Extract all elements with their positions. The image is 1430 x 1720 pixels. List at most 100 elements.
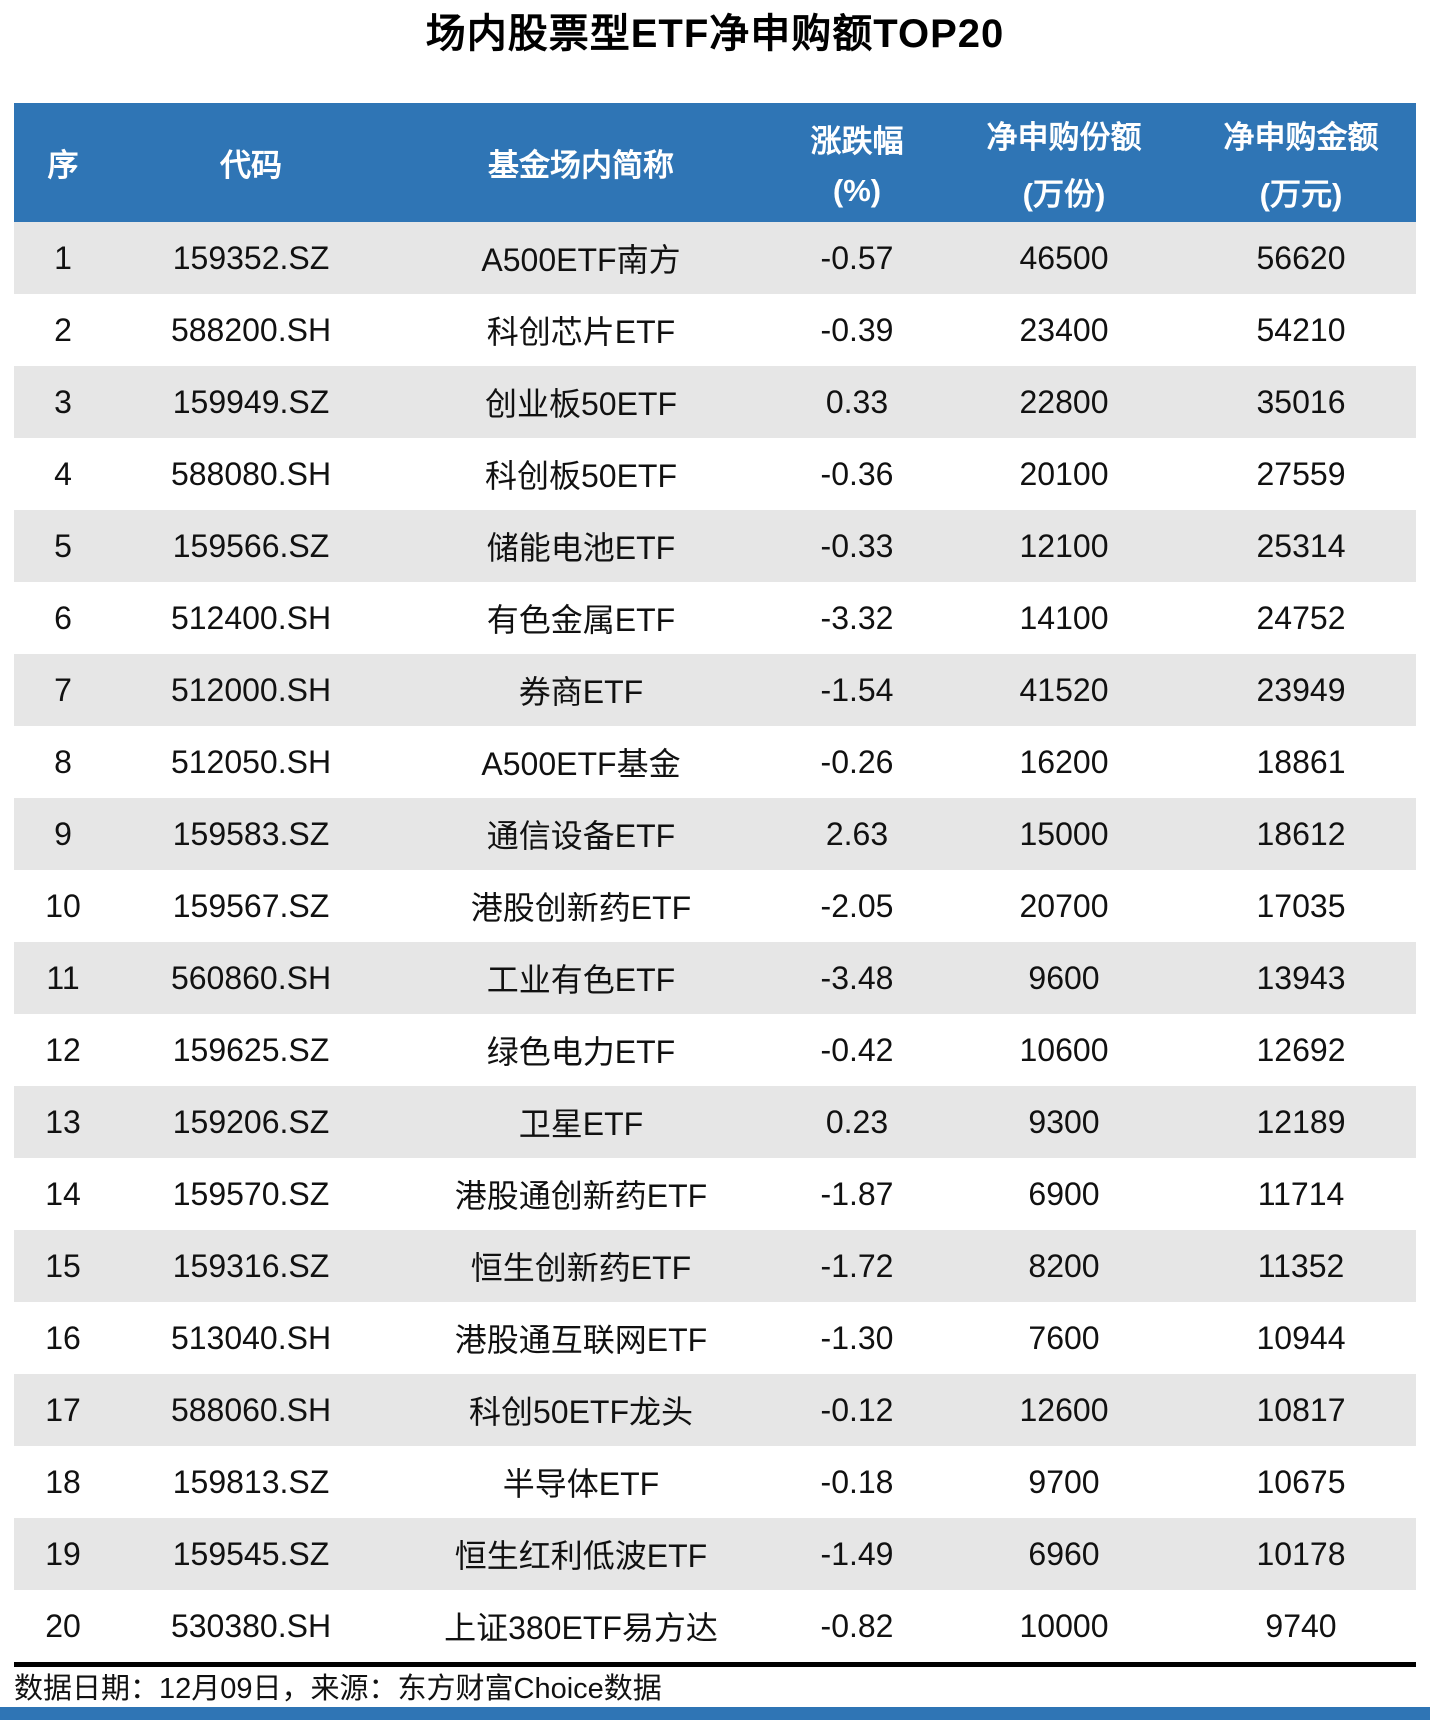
net-amount-cell: 35016 [1256,383,1346,420]
net-amount-cell: 18612 [1256,815,1346,852]
net-shares-cell: 22800 [1019,383,1109,420]
table-row: 3 159949.SZ 创业板50ETF 0.33 22800 35016 [14,366,1416,438]
fund-name-cell: 港股通互联网ETF [454,1322,708,1358]
net-shares-cell: 20700 [1019,887,1109,924]
net-amount-cell: 9740 [1265,1607,1337,1644]
code-cell: 159570.SZ [172,1175,330,1212]
header-net-shares-label: 净申购份额 [986,119,1142,155]
table-body: 1 159352.SZ A500ETF南方 -0.57 46500 56620 … [14,222,1416,1662]
rank-cell: 8 [54,743,72,780]
change-pct-cell: -0.33 [820,527,894,564]
code-cell: 512050.SH [170,743,332,780]
fund-name-cell: 恒生红利低波ETF [454,1538,708,1574]
rank-cell: 17 [45,1391,81,1428]
rank-cell: 16 [45,1319,81,1356]
header-change-pct-unit: (%) [832,173,882,208]
header-fund-name: 基金场内简称 [390,103,772,222]
rank-cell: 4 [54,455,72,492]
rank-cell: 5 [54,527,72,564]
table-row: 2 588200.SH 科创芯片ETF -0.39 23400 54210 [14,294,1416,366]
table-row: 16 513040.SH 港股通互联网ETF -1.30 7600 10944 [14,1302,1416,1374]
code-cell: 159567.SZ [172,887,330,924]
net-shares-cell: 7600 [1028,1319,1100,1356]
header-net-shares-unit: (万份) [1022,176,1106,212]
change-pct-cell: -1.49 [820,1535,894,1572]
net-amount-cell: 23949 [1256,671,1346,708]
net-amount-cell: 24752 [1256,599,1346,636]
net-shares-cell: 6900 [1028,1175,1100,1212]
net-shares-cell: 15000 [1019,815,1109,852]
net-shares-cell: 9600 [1028,959,1100,996]
etf-net-subscription-table: 序 代码 基金场内简称 涨跌幅 (%) 净申购份额 (万份) 净申购金额 (万元) 1… [14,103,1416,1662]
code-cell: 530380.SH [170,1607,332,1644]
rank-cell: 10 [45,887,81,924]
rank-cell: 6 [54,599,72,636]
data-source-note: 数据日期：12月09日，来源：东方财富Choice数据 [14,1673,662,1705]
header-net-shares: 净申购份额 (万份) [942,103,1186,222]
change-pct-cell: -0.39 [820,311,894,348]
change-pct-cell: -2.05 [820,887,894,924]
fund-name-cell: 港股创新药ETF [470,890,692,926]
table-row: 12 159625.SZ 绿色电力ETF -0.42 10600 12692 [14,1014,1416,1086]
fund-name-cell: A500ETF南方 [481,242,681,278]
net-amount-cell: 11714 [1257,1175,1345,1212]
rank-cell: 20 [45,1607,81,1644]
code-cell: 159625.SZ [172,1031,330,1068]
code-cell: 588200.SH [170,311,332,348]
net-amount-cell: 17035 [1256,887,1346,924]
table-row: 8 512050.SH A500ETF基金 -0.26 16200 18861 [14,726,1416,798]
table-row: 9 159583.SZ 通信设备ETF 2.63 15000 18612 [14,798,1416,870]
change-pct-cell: 2.63 [825,815,889,852]
net-shares-cell: 9700 [1028,1463,1100,1500]
change-pct-cell: -0.42 [820,1031,894,1068]
page-title: 场内股票型ETF净申购额TOP20 [425,12,1005,56]
net-shares-cell: 46500 [1019,239,1109,276]
fund-name-cell: 科创板50ETF [484,458,678,494]
fund-name-cell: 半导体ETF [502,1466,660,1502]
fund-name-cell: 恒生创新药ETF [470,1250,692,1286]
net-shares-cell: 9300 [1028,1103,1100,1140]
header-net-amount-label: 净申购金额 [1223,119,1379,155]
net-amount-cell: 12692 [1256,1031,1346,1068]
header-code-label: 代码 [220,148,282,183]
net-shares-cell: 20100 [1019,455,1109,492]
fund-name-cell: 港股通创新药ETF [454,1178,708,1214]
net-shares-cell: 10600 [1019,1031,1109,1068]
header-net-amount: 净申购金额 (万元) [1186,103,1416,222]
table-header: 序 代码 基金场内简称 涨跌幅 (%) 净申购份额 (万份) 净申购金额 (万元) [14,103,1416,222]
change-pct-cell: -1.72 [820,1247,894,1284]
table-row: 17 588060.SH 科创50ETF龙头 -0.12 12600 10817 [14,1374,1416,1446]
fund-name-cell: 通信设备ETF [486,818,676,854]
rank-cell: 3 [54,383,72,420]
bottom-accent-bar [0,1707,1430,1720]
table-row: 4 588080.SH 科创板50ETF -0.36 20100 27559 [14,438,1416,510]
rank-cell: 13 [45,1103,81,1140]
net-amount-cell: 10817 [1256,1391,1346,1428]
net-shares-cell: 14100 [1019,599,1109,636]
table-row: 7 512000.SH 券商ETF -1.54 41520 23949 [14,654,1416,726]
table-row: 5 159566.SZ 储能电池ETF -0.33 12100 25314 [14,510,1416,582]
code-cell: 588060.SH [170,1391,332,1428]
change-pct-cell: 0.33 [825,383,889,420]
code-cell: 159316.SZ [172,1247,330,1284]
fund-name-cell: 绿色电力ETF [486,1034,676,1070]
code-cell: 159813.SZ [172,1463,330,1500]
change-pct-cell: -3.32 [820,599,894,636]
fund-name-cell: 科创芯片ETF [486,314,676,350]
net-shares-cell: 6960 [1028,1535,1100,1572]
net-amount-cell: 54210 [1256,311,1346,348]
net-shares-cell: 8200 [1028,1247,1100,1284]
change-pct-cell: -3.48 [820,959,894,996]
table-row: 6 512400.SH 有色金属ETF -3.32 14100 24752 [14,582,1416,654]
rank-cell: 9 [54,815,72,852]
header-change-pct: 涨跌幅 (%) [772,103,942,222]
table-row: 15 159316.SZ 恒生创新药ETF -1.72 8200 11352 [14,1230,1416,1302]
table-row: 19 159545.SZ 恒生红利低波ETF -1.49 6960 10178 [14,1518,1416,1590]
rank-cell: 18 [45,1463,81,1500]
rank-cell: 11 [46,959,80,996]
fund-name-cell: A500ETF基金 [481,746,681,782]
header-rank-label: 序 [47,148,79,183]
change-pct-cell: 0.23 [825,1103,889,1140]
code-cell: 159545.SZ [172,1535,330,1572]
header-net-amount-unit: (万元) [1259,176,1343,212]
